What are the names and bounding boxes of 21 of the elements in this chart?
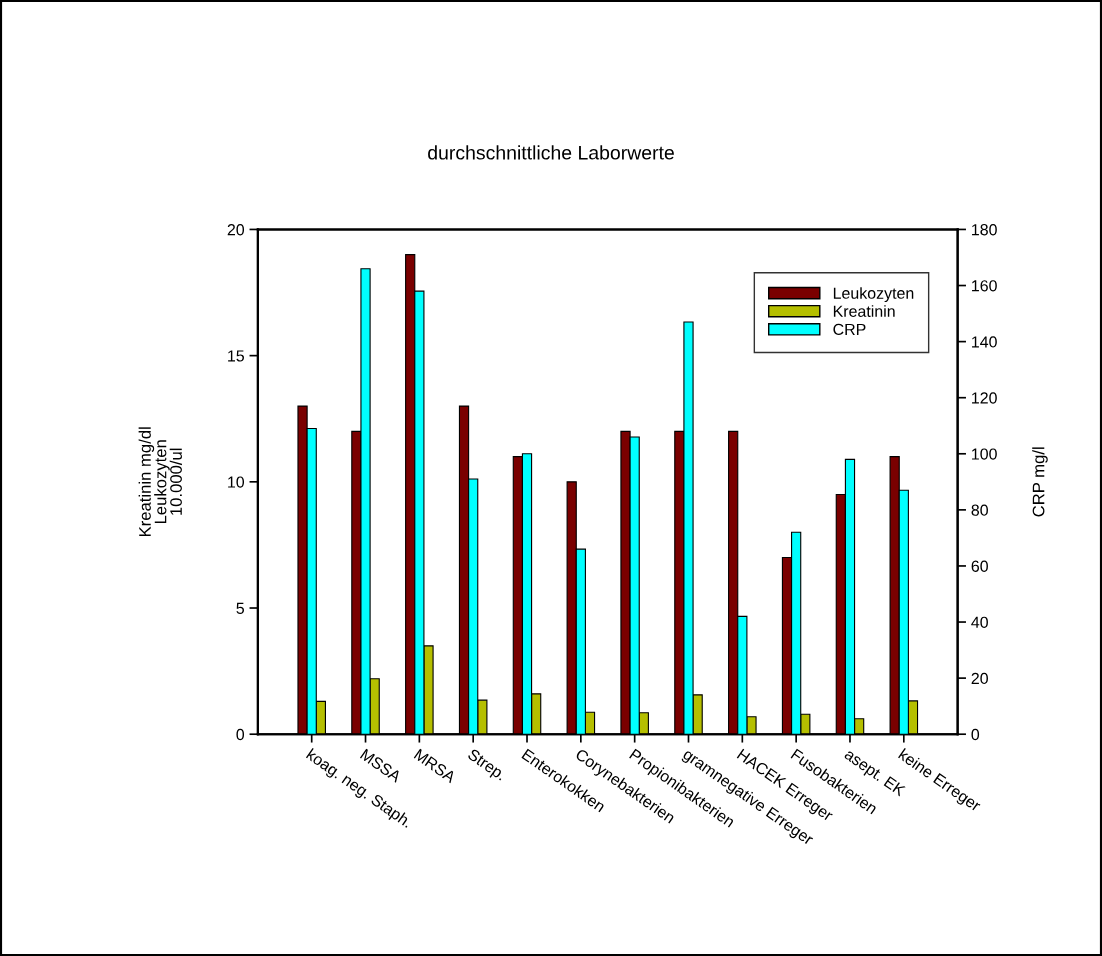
y2-tick-label: 20 — [971, 672, 988, 685]
y2-tick-label: 160 — [972, 280, 997, 292]
legend-label: Leukozyten — [833, 287, 914, 303]
chart-title: durchschnittliche Laborwerte — [428, 145, 674, 160]
y-tick-label: 5 — [236, 602, 244, 614]
y-axis-title: Kreatinin mg/dl Leukozyten 10.000/ul — [138, 427, 182, 537]
y2-tick-label: 140 — [972, 336, 997, 348]
y2-tick-label: 100 — [972, 448, 997, 460]
y-tick-label: 0 — [236, 728, 245, 741]
y-tick-label: 10 — [228, 476, 245, 488]
legend-label: Kreatinin — [833, 305, 895, 317]
y2-axis-title: CRP mg/l — [1032, 447, 1048, 517]
y2-tick-label: 40 — [971, 616, 988, 628]
y2-tick-label: 60 — [971, 560, 988, 572]
y2-tick-label: 80 — [971, 504, 988, 516]
y2-tick-label: 0 — [971, 728, 980, 741]
y2-tick-label: 180 — [972, 224, 997, 236]
y-tick-label: 15 — [228, 350, 245, 362]
legend-label: CRP — [833, 323, 866, 336]
y2-tick-label: 120 — [972, 392, 997, 404]
y-tick-label: 20 — [227, 224, 245, 236]
